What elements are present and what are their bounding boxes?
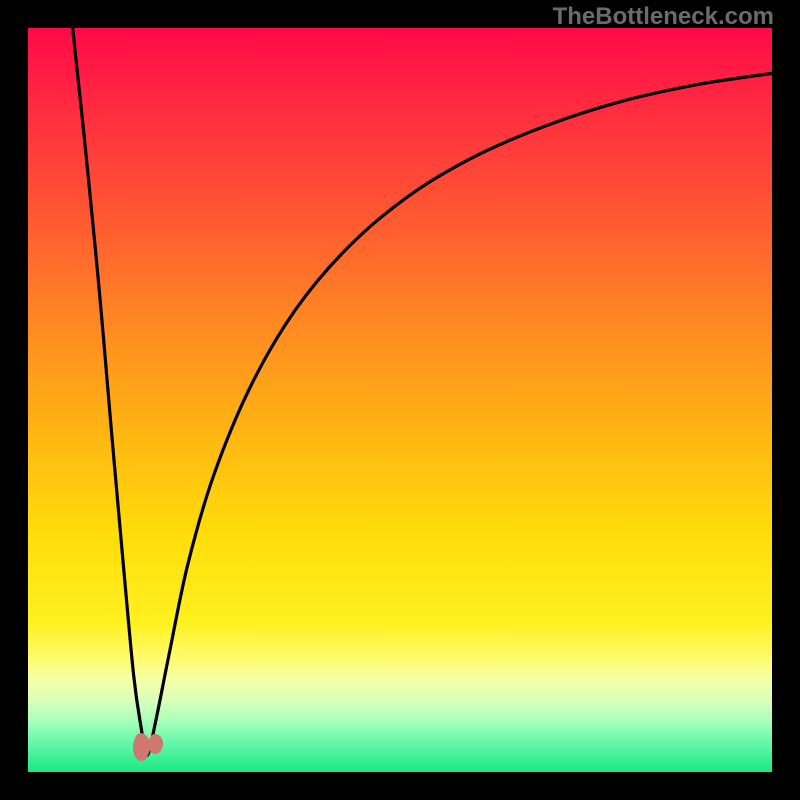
bottleneck-curve xyxy=(28,28,772,772)
outer-frame: TheBottleneck.com xyxy=(0,0,800,800)
plot-area xyxy=(28,28,772,772)
watermark-text: TheBottleneck.com xyxy=(553,3,774,31)
curve-path xyxy=(73,28,772,756)
